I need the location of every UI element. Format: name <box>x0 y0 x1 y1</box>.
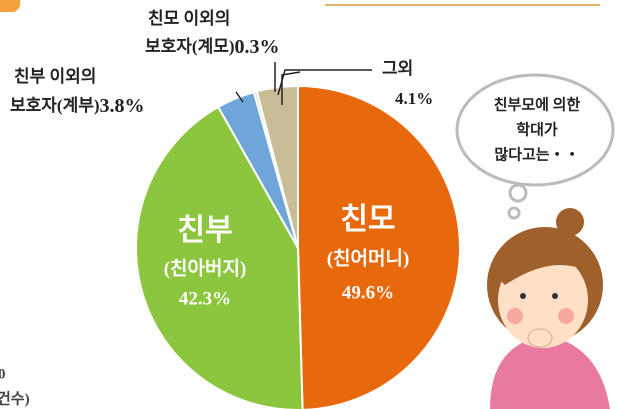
axis-note: 0 <box>0 366 6 382</box>
label: 그외 <box>382 59 413 78</box>
slice-label: 보호자(계모)0.3% <box>145 36 280 58</box>
woman-illustration <box>487 208 610 409</box>
corner-decoration <box>0 0 20 12</box>
label: (친아버지) <box>164 257 247 279</box>
slice-label: 보호자(계부)3.8% <box>10 95 145 117</box>
label: 학대가 <box>516 121 558 138</box>
value-label: 4.1% <box>395 89 433 108</box>
label: 많다고는・・ <box>494 146 579 163</box>
label: 친모 이외의 <box>148 9 230 28</box>
label: (친어머니) <box>327 247 410 269</box>
label: 친모 <box>340 203 395 236</box>
label: 친부 이외의 <box>14 67 96 86</box>
label: 친부모에 의한 <box>494 95 581 113</box>
label: 42.3% <box>179 288 231 309</box>
axis-note: (건수) <box>0 390 30 407</box>
label: 49.6% <box>342 282 394 303</box>
chart: 친모 (친어머니) 49.6% 친부 (친아버지) 42.3% 친부 이외의보호자(계부)3… <box>0 0 619 409</box>
category-label: 보호자(계모) <box>145 37 235 56</box>
pie <box>136 86 460 409</box>
category-label: 보호자(계부) <box>10 96 100 115</box>
value-label: 3.8% <box>100 95 145 117</box>
bubble-dot <box>510 185 526 201</box>
value-label: 0.3% <box>235 36 280 58</box>
label: 친부 <box>177 214 232 247</box>
bubble-dot <box>509 208 519 218</box>
